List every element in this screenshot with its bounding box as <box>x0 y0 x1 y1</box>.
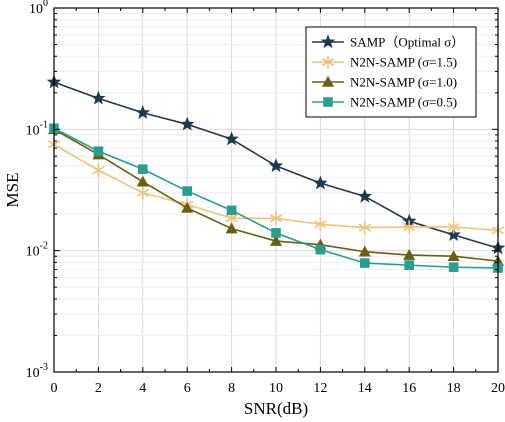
x-tick-label: 10 <box>269 381 283 396</box>
x-tick-label: 2 <box>95 381 102 396</box>
legend-entry-2: N2N-SAMP (σ=1.0) <box>312 75 457 90</box>
data-point <box>93 146 104 157</box>
data-point <box>268 158 284 173</box>
data-point <box>358 220 371 235</box>
y-tick-label: 10-2 <box>26 241 48 260</box>
data-point <box>225 222 238 234</box>
legend-entry-1: N2N-SAMP (σ=1.5) <box>312 55 457 70</box>
x-tick-label: 8 <box>228 381 235 396</box>
data-point <box>446 227 461 242</box>
data-point <box>135 105 151 119</box>
data-point <box>136 185 149 200</box>
data-point <box>447 220 460 234</box>
data-point <box>271 228 281 238</box>
asterisk-stroke <box>322 58 334 66</box>
axis-ticks: 0 2 4 6 8 10 12 14 16 18 20 10-3 10-2 10-1 100 <box>26 0 505 396</box>
legend-marker <box>322 55 334 69</box>
asterisk-stroke <box>403 223 416 231</box>
legend-label: SAMP（Optimal σ） <box>350 35 464 50</box>
data-point <box>179 116 195 131</box>
legend-marker <box>320 34 336 49</box>
data-point <box>404 260 415 270</box>
data-point <box>226 205 237 216</box>
legend: SAMP（Optimal σ） N2N-SAMP (σ=1.5) N2N-SAMP … <box>305 26 477 118</box>
x-tick-label: 0 <box>51 381 58 396</box>
x-tick-label: 6 <box>184 381 191 396</box>
legend-marker <box>321 75 335 87</box>
asterisk-stroke <box>136 188 149 197</box>
data-point <box>138 164 148 174</box>
data-point <box>403 220 416 234</box>
y-tick-label: 10-1 <box>26 119 48 138</box>
asterisk-stroke <box>447 223 460 231</box>
data-point <box>181 201 194 213</box>
legend-marker <box>323 97 333 107</box>
legend-label: N2N-SAMP (σ=0.5) <box>350 95 457 110</box>
x-tick-label: 18 <box>447 381 461 396</box>
asterisk-stroke <box>314 220 327 229</box>
data-point <box>313 175 328 190</box>
data-point <box>91 90 106 105</box>
series-layer <box>46 74 505 273</box>
data-point <box>182 186 192 196</box>
x-tick-label: 12 <box>313 381 327 396</box>
x-tick-label: 14 <box>358 381 372 396</box>
y-axis-label: MSE <box>3 173 22 208</box>
legend-entry-0: SAMP（Optimal σ） <box>312 34 464 50</box>
y-tick-label: 100 <box>29 0 48 17</box>
data-point <box>359 258 370 268</box>
data-point <box>269 234 283 246</box>
data-point <box>224 131 239 146</box>
asterisk-stroke <box>225 214 238 223</box>
asterisk-stroke <box>358 223 371 232</box>
data-point <box>136 175 149 187</box>
data-point <box>403 248 416 260</box>
data-point <box>358 245 371 257</box>
data-point <box>314 217 327 232</box>
x-tick-label: 16 <box>402 381 416 396</box>
asterisk-stroke <box>270 214 282 223</box>
x-tick-label: 4 <box>139 381 146 396</box>
data-point <box>315 244 326 255</box>
legend-entry-3: N2N-SAMP (σ=0.5) <box>312 95 457 110</box>
legend-label: N2N-SAMP (σ=1.5) <box>350 55 457 70</box>
asterisk-stroke <box>92 166 105 175</box>
y-tick-label: 10-3 <box>26 362 48 381</box>
data-point <box>448 262 459 273</box>
series-1 <box>48 137 504 238</box>
data-point <box>357 188 373 203</box>
data-point <box>270 211 282 226</box>
legend-label: N2N-SAMP (σ=1.0) <box>350 75 457 90</box>
data-point <box>447 250 460 262</box>
x-axis-label: SNR(dB) <box>244 399 308 418</box>
x-tick-label: 20 <box>491 381 505 396</box>
data-point <box>92 163 105 178</box>
